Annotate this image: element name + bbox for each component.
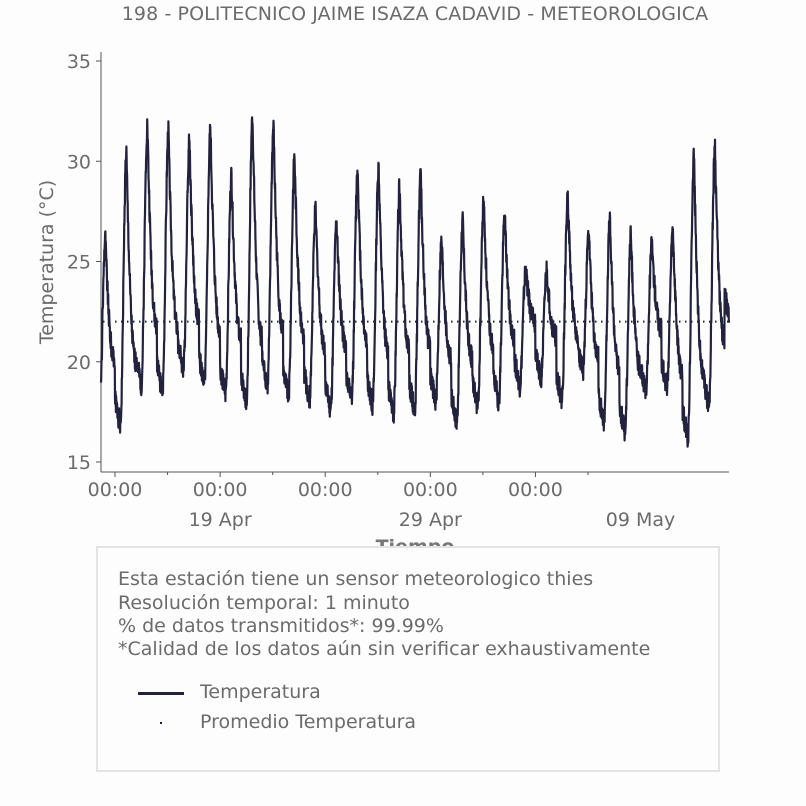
x-tick-label: 00:00 [193,479,248,501]
x-tick-label: 00:00 [298,479,353,501]
x-date-label: 19 Apr [189,509,252,531]
y-tick-label: 20 [67,352,91,374]
x-date-label: 29 Apr [399,509,462,531]
info-legend-box: Esta estación tiene un sensor meteorolog… [96,546,720,772]
legend-dot-swatch [160,722,162,724]
y-tick-label: 35 [67,51,91,73]
legend-label-promedio: Promedio Temperatura [200,711,417,733]
legend-item-promedio: Promedio Temperatura [138,711,538,735]
x-date-label: 09 May [606,509,676,531]
legend-item-temperatura: Temperatura [138,681,538,705]
x-tick-label: 00:00 [88,479,143,501]
x-tick-label: 00:00 [403,479,458,501]
chart-title: 198 - POLITECNICO JAIME ISAZA CADAVID - … [121,3,709,25]
y-tick-label: 15 [67,452,91,474]
info-quality-text: *Calidad de los datos aún sin verificar … [118,638,651,660]
info-sensor-text: Esta estación tiene un sensor meteorolog… [118,568,594,590]
y-tick-label: 30 [67,151,91,173]
legend-line-swatch [138,692,184,695]
y-axis-label: Temperatura (°C) [36,180,58,345]
info-transmitted-text: % de datos transmitidos*: 99.99% [118,615,444,637]
info-resolution-text: Resolución temporal: 1 minuto [118,592,410,614]
temperatura-series-line [99,116,731,448]
legend-label-temperatura: Temperatura [200,681,321,703]
chart-area: 15 20 25 30 35 00:00 00:00 00:00 00:00 00:00 19 Ap… [36,51,731,558]
y-tick-label: 25 [67,252,91,274]
x-tick-label: 00:00 [508,479,563,501]
